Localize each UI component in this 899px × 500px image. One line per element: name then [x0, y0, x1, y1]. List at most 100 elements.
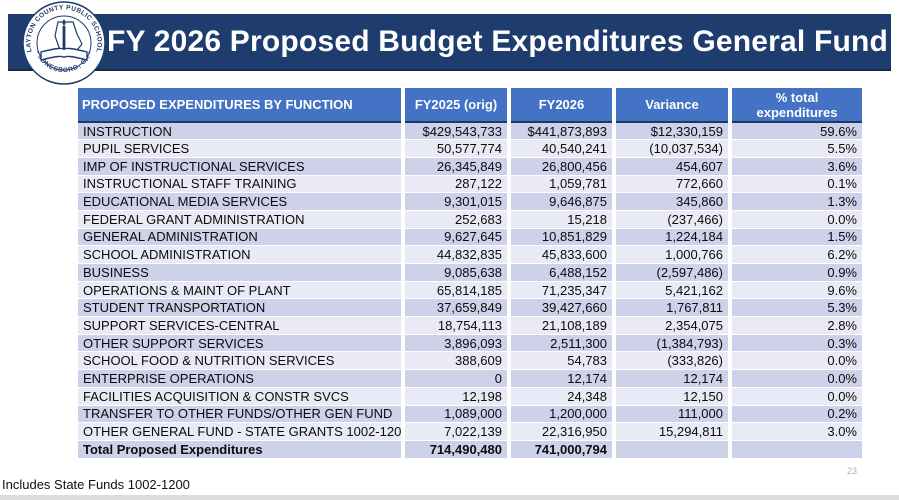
table-row: FACILITIES ACQUISITION & CONSTR SVCS 12,1… — [78, 387, 862, 406]
table-row: BUSINESS 9,085,638 6,488,152 (2,597,486) 0.9… — [78, 263, 862, 282]
col-header-variance: Variance — [614, 88, 732, 123]
value-cell: 772,660 — [614, 175, 732, 194]
table-row: SCHOOL FOOD & NUTRITION SERVICES 388,609 5… — [78, 351, 862, 371]
function-cell: OTHER GENERAL FUND - STATE GRANTS 1002-1… — [78, 422, 405, 441]
value-cell: $429,543,733 — [403, 122, 511, 141]
value-cell: 15,218 — [509, 210, 616, 229]
value-cell: 12,198 — [403, 387, 511, 406]
value-cell: (237,466) — [614, 210, 732, 229]
value-cell: 22,316,950 — [509, 422, 616, 441]
value-cell: 5.3% — [730, 298, 862, 318]
bottom-divider — [0, 495, 899, 500]
value-cell: 39,427,660 — [509, 298, 616, 318]
col-header-function: PROPOSED EXPENDITURES BY FUNCTION — [78, 88, 405, 123]
torch-icon — [62, 19, 66, 57]
value-cell: 2.8% — [730, 316, 862, 335]
value-cell: 1,224,184 — [614, 228, 732, 247]
value-cell: 3.6% — [730, 157, 862, 176]
value-cell: (1,384,793) — [614, 334, 732, 353]
value-cell: $441,873,893 — [509, 122, 616, 141]
table-row: TRANSFER TO OTHER FUNDS/OTHER GEN FUND 1,… — [78, 405, 862, 424]
value-cell: 24,348 — [509, 387, 616, 406]
value-cell: 44,832,835 — [403, 245, 511, 264]
value-cell: 2,511,300 — [509, 334, 616, 353]
value-cell: 12,174 — [509, 369, 616, 388]
function-cell: BUSINESS — [78, 263, 405, 282]
value-cell: 9,646,875 — [509, 192, 616, 211]
value-cell: 1.3% — [730, 192, 862, 211]
function-cell: SCHOOL ADMINISTRATION — [78, 245, 405, 264]
district-seal-logo: CLAYTON COUNTY PUBLIC SCHOOLS • JONESBOR… — [19, 0, 106, 85]
table-row: INSTRUCTIONAL STAFF TRAINING 287,122 1,059… — [78, 175, 862, 194]
table-row: FEDERAL GRANT ADMINISTRATION 252,683 15,21… — [78, 210, 862, 229]
seal-icon: CLAYTON COUNTY PUBLIC SCHOOLS • JONESBOR… — [19, 0, 106, 85]
value-cell: 388,609 — [403, 351, 511, 371]
table-row: PUPIL SERVICES 50,577,774 40,540,241 (10,03… — [78, 139, 862, 158]
table-row: GENERAL ADMINISTRATION 9,627,645 10,851,82… — [78, 228, 862, 247]
function-cell: SUPPORT SERVICES-CENTRAL — [78, 316, 405, 335]
value-cell: 0.0% — [730, 210, 862, 229]
value-cell: 10,851,829 — [509, 228, 616, 247]
function-cell: INSTRUCTIONAL STAFF TRAINING — [78, 175, 405, 194]
col-header-fy2025: FY2025 (orig) — [403, 88, 511, 123]
value-cell: 9.6% — [730, 281, 862, 300]
value-cell: 0.0% — [730, 369, 862, 388]
value-cell: 12,150 — [614, 387, 732, 406]
function-cell: EDUCATIONAL MEDIA SERVICES — [78, 192, 405, 211]
value-cell: $12,330,159 — [614, 122, 732, 141]
value-cell: 18,754,113 — [403, 316, 511, 335]
budget-table: PROPOSED EXPENDITURES BY FUNCTION FY2025… — [78, 88, 862, 459]
value-cell: 3,896,093 — [403, 334, 511, 353]
value-cell: 287,122 — [403, 175, 511, 194]
value-cell: (333,826) — [614, 351, 732, 371]
function-cell: SCHOOL FOOD & NUTRITION SERVICES — [78, 351, 405, 371]
value-cell: 26,800,456 — [509, 157, 616, 176]
value-cell: 40,540,241 — [509, 139, 616, 158]
value-cell: 6,488,152 — [509, 263, 616, 282]
value-cell: 1,000,766 — [614, 245, 732, 264]
value-cell: 26,345,849 — [403, 157, 511, 176]
table-row: OPERATIONS & MAINT OF PLANT 65,814,185 71,… — [78, 281, 862, 300]
value-cell: 9,085,638 — [403, 263, 511, 282]
value-cell: 65,814,185 — [403, 281, 511, 300]
function-cell: ENTERPRISE OPERATIONS — [78, 369, 405, 388]
value-cell: (10,037,534) — [614, 139, 732, 158]
value-cell: 9,301,015 — [403, 192, 511, 211]
table-row: OTHER SUPPORT SERVICES 3,896,093 2,511,300… — [78, 334, 862, 353]
value-cell: 37,659,849 — [403, 298, 511, 318]
value-cell: 54,783 — [509, 351, 616, 371]
function-cell: OTHER SUPPORT SERVICES — [78, 334, 405, 353]
table-row: ENTERPRISE OPERATIONS 0 12,174 12,174 0.0% — [78, 369, 862, 388]
value-cell: 5,421,162 — [614, 281, 732, 300]
value-cell: 0 — [403, 369, 511, 388]
table-row: IMP OF INSTRUCTIONAL SERVICES 26,345,849 2… — [78, 157, 862, 176]
value-cell: 741,000,794 — [509, 440, 616, 459]
function-cell: IMP OF INSTRUCTIONAL SERVICES — [78, 157, 405, 176]
value-cell: 9,627,645 — [403, 228, 511, 247]
function-cell: FACILITIES ACQUISITION & CONSTR SVCS — [78, 387, 405, 406]
function-cell: TRANSFER TO OTHER FUNDS/OTHER GEN FUND — [78, 405, 405, 424]
value-cell: 0.3% — [730, 334, 862, 353]
col-header-pct-total: % total expenditures — [730, 88, 862, 123]
value-cell: 45,833,600 — [509, 245, 616, 264]
value-cell: 0.0% — [730, 351, 862, 371]
value-cell: 21,108,189 — [509, 316, 616, 335]
value-cell: 0.1% — [730, 175, 862, 194]
table-row: SCHOOL ADMINISTRATION 44,832,835 45,833,60… — [78, 245, 862, 264]
function-cell: STUDENT TRANSPORTATION — [78, 298, 405, 318]
value-cell: 1,200,000 — [509, 405, 616, 424]
function-cell: INSTRUCTION — [78, 122, 405, 141]
table-row: INSTRUCTION $429,543,733 $441,873,893 $12,3… — [78, 122, 862, 141]
value-cell: 12,174 — [614, 369, 732, 388]
value-cell: 15,294,811 — [614, 422, 732, 441]
function-cell: GENERAL ADMINISTRATION — [78, 228, 405, 247]
table-body: INSTRUCTION $429,543,733 $441,873,893 $12,3… — [78, 122, 862, 459]
value-cell — [614, 440, 732, 459]
open-book-icon — [40, 47, 88, 61]
value-cell: 454,607 — [614, 157, 732, 176]
function-cell: PUPIL SERVICES — [78, 139, 405, 158]
value-cell: 1,089,000 — [403, 405, 511, 424]
function-cell: Total Proposed Expenditures — [78, 440, 405, 459]
value-cell: 6.2% — [730, 245, 862, 264]
table-row: OTHER GENERAL FUND - STATE GRANTS 1002-1… — [78, 422, 862, 441]
